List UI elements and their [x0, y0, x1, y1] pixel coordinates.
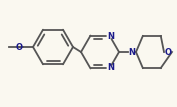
Text: O: O [16, 42, 22, 51]
Text: N: N [107, 63, 114, 72]
Text: N: N [107, 32, 114, 41]
Text: O: O [164, 48, 172, 56]
Text: N: N [129, 48, 136, 56]
